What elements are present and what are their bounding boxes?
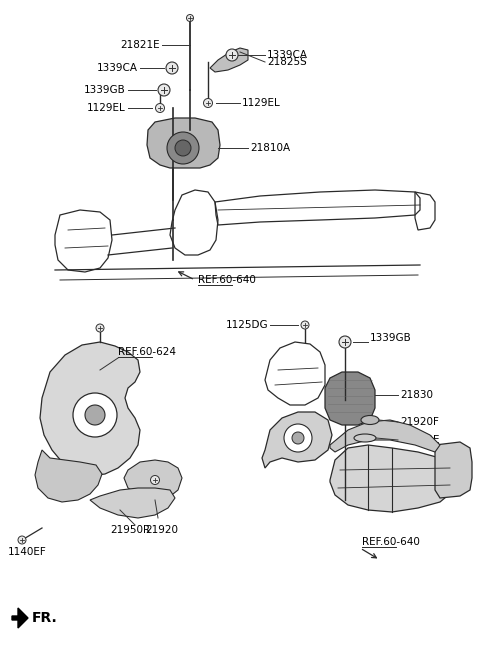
Polygon shape	[12, 608, 28, 628]
Circle shape	[339, 336, 351, 348]
Polygon shape	[35, 450, 102, 502]
Text: 21821E: 21821E	[120, 40, 160, 50]
Text: REF.60-624: REF.60-624	[118, 347, 176, 357]
Polygon shape	[330, 445, 455, 512]
Circle shape	[96, 324, 104, 332]
Text: 1129EL: 1129EL	[87, 103, 126, 113]
Polygon shape	[90, 488, 175, 518]
Text: FR.: FR.	[32, 611, 58, 625]
Text: 21920: 21920	[145, 525, 178, 535]
Text: 1125DG: 1125DG	[226, 320, 268, 330]
Text: 21950R: 21950R	[110, 525, 150, 535]
Text: 1339CA: 1339CA	[97, 63, 138, 73]
Circle shape	[166, 62, 178, 74]
Polygon shape	[210, 48, 248, 72]
Circle shape	[301, 321, 309, 329]
Circle shape	[187, 14, 193, 22]
Circle shape	[18, 536, 26, 544]
Circle shape	[284, 424, 312, 452]
Polygon shape	[330, 420, 440, 452]
Circle shape	[175, 140, 191, 156]
Polygon shape	[124, 460, 182, 500]
Text: 21830: 21830	[400, 390, 433, 400]
Circle shape	[204, 98, 213, 108]
Circle shape	[292, 432, 304, 444]
Circle shape	[167, 132, 199, 164]
Circle shape	[151, 476, 159, 485]
Circle shape	[156, 104, 165, 112]
Text: REF.60-640: REF.60-640	[362, 537, 420, 547]
Text: REF.60-640: REF.60-640	[198, 275, 256, 285]
Text: 1140EF: 1140EF	[8, 547, 47, 557]
Polygon shape	[40, 342, 140, 476]
Ellipse shape	[354, 434, 376, 442]
Circle shape	[85, 405, 105, 425]
Polygon shape	[325, 372, 375, 425]
Polygon shape	[147, 118, 220, 168]
Text: 21880E: 21880E	[400, 435, 440, 445]
Text: 1339GB: 1339GB	[370, 333, 412, 343]
Text: 21810A: 21810A	[250, 143, 290, 153]
Text: 1129EL: 1129EL	[242, 98, 281, 108]
Circle shape	[226, 49, 238, 61]
Polygon shape	[262, 412, 332, 468]
Polygon shape	[435, 442, 472, 498]
Text: 21920F: 21920F	[400, 417, 439, 427]
Text: 1339CA: 1339CA	[267, 50, 308, 60]
Ellipse shape	[361, 415, 379, 424]
Text: 1339GB: 1339GB	[84, 85, 126, 95]
Text: 21825S: 21825S	[267, 57, 307, 67]
Circle shape	[73, 393, 117, 437]
Circle shape	[158, 84, 170, 96]
